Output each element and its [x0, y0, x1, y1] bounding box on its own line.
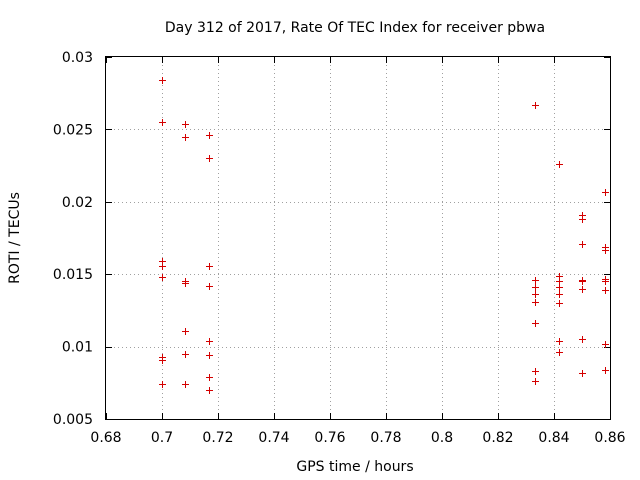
data-point — [182, 134, 189, 141]
y-tick-labels: 0.005 0.01 0.015 0.02 0.025 0.03 — [53, 50, 93, 428]
y-tick-label: 0.015 — [53, 267, 93, 283]
data-point — [532, 368, 539, 375]
axis-ticks — [106, 57, 611, 420]
data-point — [206, 263, 213, 270]
chart-title: Day 312 of 2017, Rate Of TEC Index for r… — [165, 20, 545, 36]
x-axis-label: GPS time / hours — [296, 459, 413, 475]
data-point — [556, 338, 563, 345]
x-tick-label: 0.8 — [431, 430, 453, 446]
data-point — [159, 263, 166, 270]
data-point — [579, 216, 586, 223]
data-point — [532, 378, 539, 385]
x-tick-label: 0.84 — [538, 430, 569, 446]
grid-lines — [106, 57, 610, 419]
x-tick-label: 0.86 — [594, 430, 625, 446]
data-point — [206, 155, 213, 162]
data-point — [206, 283, 213, 290]
data-point — [579, 278, 586, 285]
data-point — [159, 119, 166, 126]
data-point — [532, 320, 539, 327]
data-point — [602, 287, 609, 294]
data-point — [556, 300, 563, 307]
data-points — [159, 77, 609, 394]
data-point — [532, 291, 539, 298]
x-tick-label: 0.72 — [202, 430, 233, 446]
data-point — [556, 284, 563, 291]
y-tick-label: 0.005 — [53, 412, 93, 428]
y-tick-label: 0.01 — [62, 340, 93, 356]
data-point — [556, 161, 563, 168]
x-tick-label: 0.78 — [370, 430, 401, 446]
plot-frame — [105, 56, 611, 420]
data-point — [182, 381, 189, 388]
data-point — [159, 357, 166, 364]
data-point — [556, 349, 563, 356]
data-point — [206, 132, 213, 139]
data-point — [602, 189, 609, 196]
data-point — [532, 284, 539, 291]
y-axis-label: ROTI / TECUs — [7, 192, 23, 284]
data-point — [532, 299, 539, 306]
data-point — [602, 367, 609, 374]
x-tick-labels: 0.68 0.7 0.72 0.74 0.76 0.78 0.8 0.82 0.84 0.86 — [90, 430, 625, 446]
y-tick-label: 0.025 — [53, 122, 93, 138]
x-tick-label: 0.7 — [151, 430, 173, 446]
data-point — [579, 286, 586, 293]
data-point — [182, 351, 189, 358]
x-tick-label: 0.74 — [258, 430, 289, 446]
data-point — [579, 370, 586, 377]
data-point — [579, 336, 586, 343]
data-point — [159, 77, 166, 84]
data-point — [602, 247, 609, 254]
data-point — [602, 278, 609, 285]
data-point — [206, 374, 213, 381]
data-point — [579, 241, 586, 248]
y-tick-label: 0.03 — [62, 50, 93, 66]
data-point — [159, 274, 166, 281]
x-tick-label: 0.68 — [90, 430, 121, 446]
data-point — [206, 387, 213, 394]
data-point — [532, 277, 539, 284]
data-point — [206, 352, 213, 359]
data-point — [556, 291, 563, 298]
y-tick-label: 0.02 — [62, 195, 93, 211]
data-point — [556, 278, 563, 285]
data-point — [182, 121, 189, 128]
x-tick-label: 0.82 — [482, 430, 513, 446]
data-point — [206, 338, 213, 345]
data-point — [532, 102, 539, 109]
x-tick-label: 0.76 — [314, 430, 345, 446]
data-point — [182, 280, 189, 287]
data-point — [602, 341, 609, 348]
data-point — [182, 328, 189, 335]
data-point — [159, 381, 166, 388]
